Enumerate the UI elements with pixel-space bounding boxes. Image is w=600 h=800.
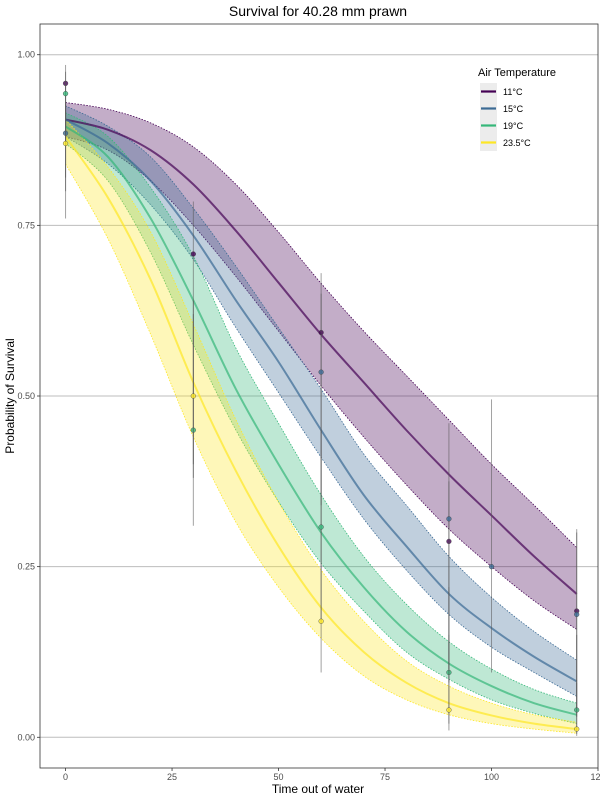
y-axis-title: Probability of Survival	[3, 338, 17, 453]
fit-line-3	[64, 136, 577, 731]
legend: Air Temperature 11°C 15°C 19°C 23.5°C	[478, 67, 556, 151]
chart-title: Survival for 40.28 mm prawn	[229, 3, 407, 19]
data-point	[446, 516, 452, 522]
data-point	[488, 564, 495, 570]
band-upper-2	[65, 112, 577, 704]
legend-title: Air Temperature	[478, 67, 556, 79]
fit-line-2	[64, 125, 577, 716]
x-tick-label: 25	[167, 772, 177, 782]
y-tick-label: 1.00	[17, 50, 35, 60]
data-point	[318, 524, 324, 530]
data-point	[62, 140, 69, 147]
legend-label-3: 23.5°C	[503, 138, 531, 148]
x-tick-label: 50	[274, 772, 284, 782]
band-lower-2	[65, 143, 577, 725]
band-upper-3	[65, 119, 577, 723]
y-tick-label: 0.25	[17, 562, 35, 572]
legend-label-1: 15°C	[503, 104, 524, 114]
data-point	[62, 91, 69, 97]
data-point	[318, 369, 324, 375]
x-tick-label: 0	[63, 772, 68, 782]
plot-panel	[40, 24, 598, 768]
x-tick-label: 75	[380, 772, 390, 782]
band-lower-3	[65, 163, 577, 734]
axes: 0.00 0.25 0.50 0.75 1.00 0 25 50 75 100 125	[17, 23, 600, 782]
y-tick-label: 0.50	[17, 391, 35, 401]
data-point	[318, 618, 324, 624]
y-tick-label: 0.75	[17, 220, 35, 230]
data-point	[446, 707, 452, 713]
x-axis-title: Time out of water	[272, 782, 364, 796]
data-point	[190, 393, 196, 399]
legend-label-0: 11°C	[503, 87, 523, 97]
legend-label-2: 19°C	[503, 121, 524, 131]
x-tick-label: 100	[484, 772, 499, 782]
x-tick-label: 125	[590, 772, 600, 782]
data-point	[574, 726, 580, 732]
data-point	[574, 611, 580, 618]
y-tick-label: 0.00	[17, 732, 35, 742]
observed-points	[62, 64, 580, 736]
data-point	[190, 251, 196, 257]
